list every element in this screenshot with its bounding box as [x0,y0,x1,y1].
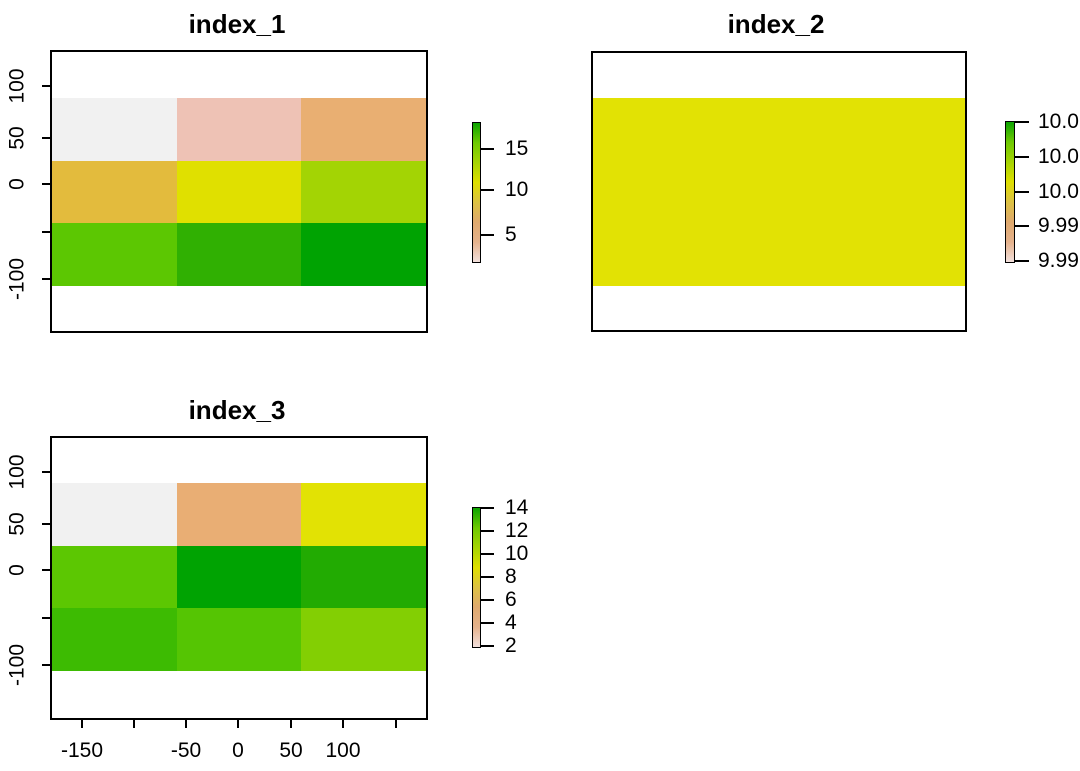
x-axis-tick-label: 100 [325,739,361,762]
y-axis-tick-label: -100 [5,643,29,687]
x-axis-tick [342,720,344,728]
legend-tick-label: 6 [505,588,517,612]
y-axis-tick [42,523,50,525]
legend-tick-label: 9.99 [1038,249,1079,273]
x-axis-tick [185,720,187,728]
heatmap-cell [52,608,177,671]
legend-tick [481,530,494,532]
y-axis-tick-label: 100 [5,68,29,104]
heatmap-cell [301,545,426,609]
y-axis-tick-label: 50 [5,126,29,150]
legend-tick-label: 14 [505,496,529,520]
heatmap-cell [52,483,177,546]
legend-tick-label: 9.99 [1038,214,1079,238]
heatmap-cell [301,160,426,224]
heatmap-cell [176,223,302,286]
heatmap-cell [301,608,426,671]
panel-title: index_3 [188,395,286,425]
heatmap-grid [52,483,426,671]
plot-box [50,50,428,333]
legend-tick-label: 12 [505,519,529,543]
y-axis-tick-label: 100 [5,454,29,490]
panel-title: index_2 [727,9,825,39]
x-axis-tick-label: 0 [232,739,244,762]
heatmap-grid [52,98,426,286]
legend-tick-label: 4 [505,611,517,635]
y-axis-tick [42,617,50,619]
y-axis-tick [42,471,50,473]
legend-tick [481,599,494,601]
legend-tick-label: 5 [505,223,517,247]
heatmap-cell [301,223,426,286]
y-axis-tick [42,85,50,87]
heatmap-cell [52,98,177,161]
legend-tick [1014,156,1029,158]
y-axis-tick-label: -100 [5,257,29,301]
plot-box [50,436,428,720]
x-axis-tick [290,720,292,728]
y-axis-tick-label: 0 [5,178,29,190]
heatmap-cell [176,545,302,609]
y-axis-tick [42,183,50,185]
heatmap-cell [176,483,302,546]
legend-tick-label: 2 [505,634,517,658]
legend-tick [481,645,494,647]
legend-tick [481,622,494,624]
legend-tick-label: 10.0 [1038,145,1079,169]
y-axis-tick [42,278,50,280]
x-axis-tick [395,720,397,728]
color-legend-bar [472,507,481,648]
legend-tick [1014,225,1029,227]
legend-tick [481,189,494,191]
y-axis-tick [42,137,50,139]
heatmap-cell [176,160,302,224]
heatmap-cell [301,98,426,161]
x-axis-tick-label: -50 [170,739,202,762]
y-axis-tick-label: 50 [5,512,29,536]
panel-title: index_1 [188,9,286,39]
legend-tick-label: 8 [505,565,517,589]
y-axis-tick [42,664,50,666]
legend-tick [481,148,494,150]
x-axis-tick [237,720,239,728]
y-axis-tick [42,569,50,571]
heatmap-cell [176,98,302,161]
x-axis-tick [133,720,135,728]
legend-tick [1014,121,1029,123]
legend-tick-label: 10 [505,178,529,202]
y-axis-tick [42,231,50,233]
y-axis-tick-label: 0 [5,564,29,576]
legend-tick-label: 10.0 [1038,180,1079,204]
x-axis-tick [81,720,83,728]
plot-box [591,51,967,332]
heatmap-cell [176,608,302,671]
legend-tick [481,507,494,509]
heatmap-cell [52,545,177,609]
color-legend-bar [472,122,481,263]
legend-tick-label: 10 [505,542,529,566]
x-axis-tick-label: -150 [60,739,104,762]
legend-tick [1014,191,1029,193]
x-axis-tick-label: 50 [279,739,303,762]
legend-tick-label: 15 [505,137,529,161]
legend-tick-label: 10.0 [1038,110,1079,134]
heatmap-cell [301,483,426,546]
legend-tick [1014,260,1029,262]
heatmap-cell [52,223,177,286]
legend-tick [481,576,494,578]
heatmap-uniform-band [593,98,965,286]
legend-tick [481,553,494,555]
heatmap-cell [52,160,177,224]
legend-tick [481,234,494,236]
